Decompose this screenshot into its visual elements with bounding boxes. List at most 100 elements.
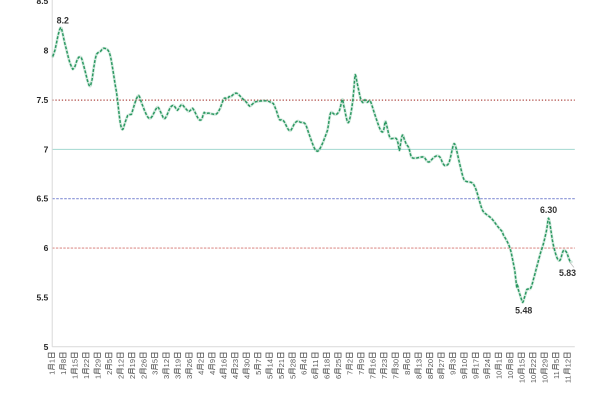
svg-text:3: 3 <box>449 359 458 363</box>
svg-text:5: 5 <box>288 375 297 379</box>
svg-text:8: 8 <box>44 46 49 56</box>
svg-text:8.5: 8.5 <box>36 0 48 6</box>
svg-text:12: 12 <box>563 359 572 367</box>
svg-text:12: 12 <box>162 359 171 367</box>
svg-text:3: 3 <box>162 375 171 379</box>
svg-text:7.5: 7.5 <box>36 95 48 105</box>
svg-text:4: 4 <box>208 371 217 375</box>
svg-text:7: 7 <box>346 371 355 375</box>
svg-text:10: 10 <box>495 371 504 379</box>
svg-text:2: 2 <box>116 375 125 379</box>
svg-text:4: 4 <box>242 375 251 379</box>
svg-text:8: 8 <box>414 375 423 379</box>
svg-text:7: 7 <box>391 375 400 379</box>
svg-text:4: 4 <box>220 375 229 379</box>
svg-text:16: 16 <box>220 359 229 367</box>
svg-text:10: 10 <box>460 359 469 367</box>
svg-text:10: 10 <box>506 371 515 379</box>
svg-text:10: 10 <box>517 375 526 383</box>
svg-text:6.30: 6.30 <box>540 205 557 215</box>
svg-text:11: 11 <box>563 375 572 383</box>
svg-text:8.2: 8.2 <box>57 16 69 26</box>
svg-text:9: 9 <box>460 375 469 379</box>
svg-text:11: 11 <box>311 360 320 368</box>
svg-text:9: 9 <box>483 375 492 379</box>
svg-text:7: 7 <box>368 375 377 379</box>
svg-text:13: 13 <box>414 359 423 367</box>
svg-text:9: 9 <box>208 359 217 363</box>
svg-text:6.5: 6.5 <box>36 194 48 204</box>
svg-text:15: 15 <box>517 359 526 367</box>
svg-text:16: 16 <box>368 359 377 367</box>
svg-text:6: 6 <box>311 375 320 379</box>
svg-text:8: 8 <box>426 375 435 379</box>
svg-text:15: 15 <box>71 359 80 367</box>
svg-text:8: 8 <box>59 359 68 363</box>
svg-text:8: 8 <box>506 359 515 363</box>
svg-text:30: 30 <box>391 359 400 367</box>
svg-text:7: 7 <box>380 375 389 379</box>
svg-text:12: 12 <box>116 359 125 367</box>
svg-text:29: 29 <box>540 359 549 367</box>
svg-text:6: 6 <box>403 359 412 363</box>
svg-text:7: 7 <box>357 371 366 375</box>
svg-text:7: 7 <box>44 144 49 154</box>
svg-text:1: 1 <box>82 375 91 379</box>
svg-text:10: 10 <box>540 375 549 383</box>
svg-text:9: 9 <box>449 371 458 375</box>
svg-text:1: 1 <box>59 371 68 375</box>
svg-text:6: 6 <box>44 243 49 253</box>
svg-text:23: 23 <box>231 359 240 367</box>
svg-text:27: 27 <box>437 359 446 367</box>
svg-text:22: 22 <box>529 359 538 367</box>
svg-text:28: 28 <box>288 359 297 367</box>
svg-text:9: 9 <box>472 375 481 379</box>
svg-text:6: 6 <box>334 375 343 379</box>
svg-text:25: 25 <box>334 359 343 367</box>
svg-text:5.48: 5.48 <box>515 306 532 316</box>
svg-text:1: 1 <box>71 375 80 379</box>
svg-text:2: 2 <box>346 359 355 363</box>
svg-text:5: 5 <box>105 359 114 363</box>
svg-text:19: 19 <box>128 359 137 367</box>
svg-text:1: 1 <box>93 375 102 379</box>
svg-text:5: 5 <box>277 375 286 379</box>
svg-text:3: 3 <box>151 371 160 375</box>
svg-text:26: 26 <box>139 359 148 367</box>
svg-text:2: 2 <box>128 375 137 379</box>
svg-text:9: 9 <box>357 359 366 363</box>
svg-text:26: 26 <box>185 359 194 367</box>
svg-text:21: 21 <box>277 359 286 367</box>
svg-text:4: 4 <box>231 375 240 379</box>
svg-text:1: 1 <box>495 359 504 363</box>
svg-text:2: 2 <box>105 371 114 375</box>
svg-text:8: 8 <box>403 371 412 375</box>
svg-text:6: 6 <box>300 371 309 375</box>
svg-text:2: 2 <box>197 359 206 363</box>
svg-text:7: 7 <box>254 359 263 363</box>
svg-text:30: 30 <box>242 359 251 367</box>
svg-text:22: 22 <box>82 359 91 367</box>
svg-text:5: 5 <box>44 342 49 352</box>
svg-text:4: 4 <box>300 359 309 363</box>
svg-text:23: 23 <box>380 359 389 367</box>
svg-text:14: 14 <box>265 359 274 367</box>
svg-text:17: 17 <box>472 359 481 367</box>
svg-text:2: 2 <box>139 375 148 379</box>
svg-text:11: 11 <box>552 371 561 379</box>
svg-text:18: 18 <box>323 359 332 367</box>
svg-text:4: 4 <box>197 371 206 375</box>
svg-text:5: 5 <box>151 359 160 363</box>
svg-text:3: 3 <box>185 375 194 379</box>
svg-text:5: 5 <box>552 359 561 363</box>
svg-text:8: 8 <box>437 375 446 379</box>
svg-text:1: 1 <box>48 371 57 375</box>
svg-text:29: 29 <box>93 359 102 367</box>
svg-text:24: 24 <box>483 359 492 367</box>
svg-text:19: 19 <box>174 359 183 367</box>
svg-text:5.5: 5.5 <box>36 292 48 302</box>
svg-text:5: 5 <box>265 375 274 379</box>
svg-text:6: 6 <box>323 375 332 379</box>
svg-text:1: 1 <box>48 359 57 363</box>
svg-text:20: 20 <box>426 359 435 367</box>
